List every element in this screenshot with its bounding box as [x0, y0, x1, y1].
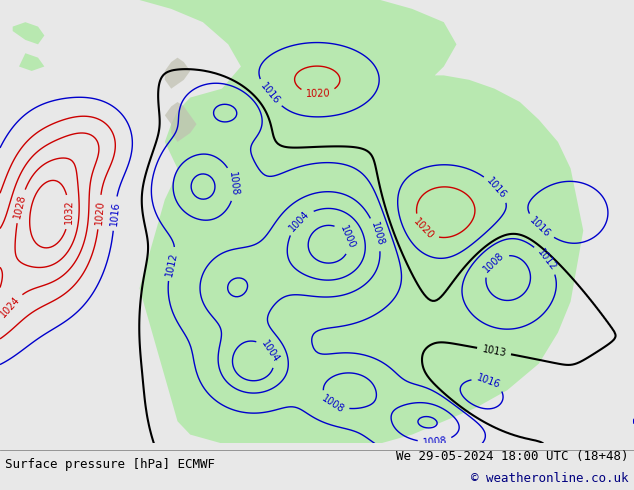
Polygon shape [165, 102, 197, 142]
Polygon shape [13, 22, 44, 44]
Text: 1008: 1008 [369, 221, 385, 247]
Text: 1004: 1004 [287, 209, 312, 233]
Text: Surface pressure [hPa] ECMWF: Surface pressure [hPa] ECMWF [5, 458, 215, 471]
Text: 1016: 1016 [476, 372, 501, 390]
Text: 1016: 1016 [108, 201, 121, 226]
Text: © weatheronline.co.uk: © weatheronline.co.uk [472, 472, 629, 485]
Text: 1008: 1008 [320, 393, 346, 415]
Text: 1020: 1020 [94, 199, 105, 225]
Text: 1028: 1028 [13, 193, 28, 220]
Polygon shape [139, 0, 583, 443]
Text: 1016: 1016 [528, 215, 553, 239]
Text: 1020: 1020 [412, 217, 436, 242]
Text: 1016: 1016 [258, 81, 281, 106]
Text: 1032: 1032 [63, 200, 74, 224]
Text: 1012: 1012 [535, 247, 558, 272]
Text: 1012: 1012 [164, 251, 179, 277]
Text: 1016: 1016 [485, 176, 508, 201]
Text: We 29-05-2024 18:00 UTC (18+48): We 29-05-2024 18:00 UTC (18+48) [396, 450, 629, 463]
Text: 1008: 1008 [422, 436, 448, 448]
Text: 1008: 1008 [227, 171, 240, 196]
Text: 1004: 1004 [259, 339, 281, 365]
Text: 1013: 1013 [481, 344, 507, 358]
Text: 1020: 1020 [306, 88, 330, 99]
Text: 1024: 1024 [0, 294, 22, 319]
Text: 1000: 1000 [338, 224, 356, 250]
Text: 1008: 1008 [481, 250, 506, 274]
Polygon shape [19, 53, 44, 71]
Polygon shape [165, 58, 190, 89]
